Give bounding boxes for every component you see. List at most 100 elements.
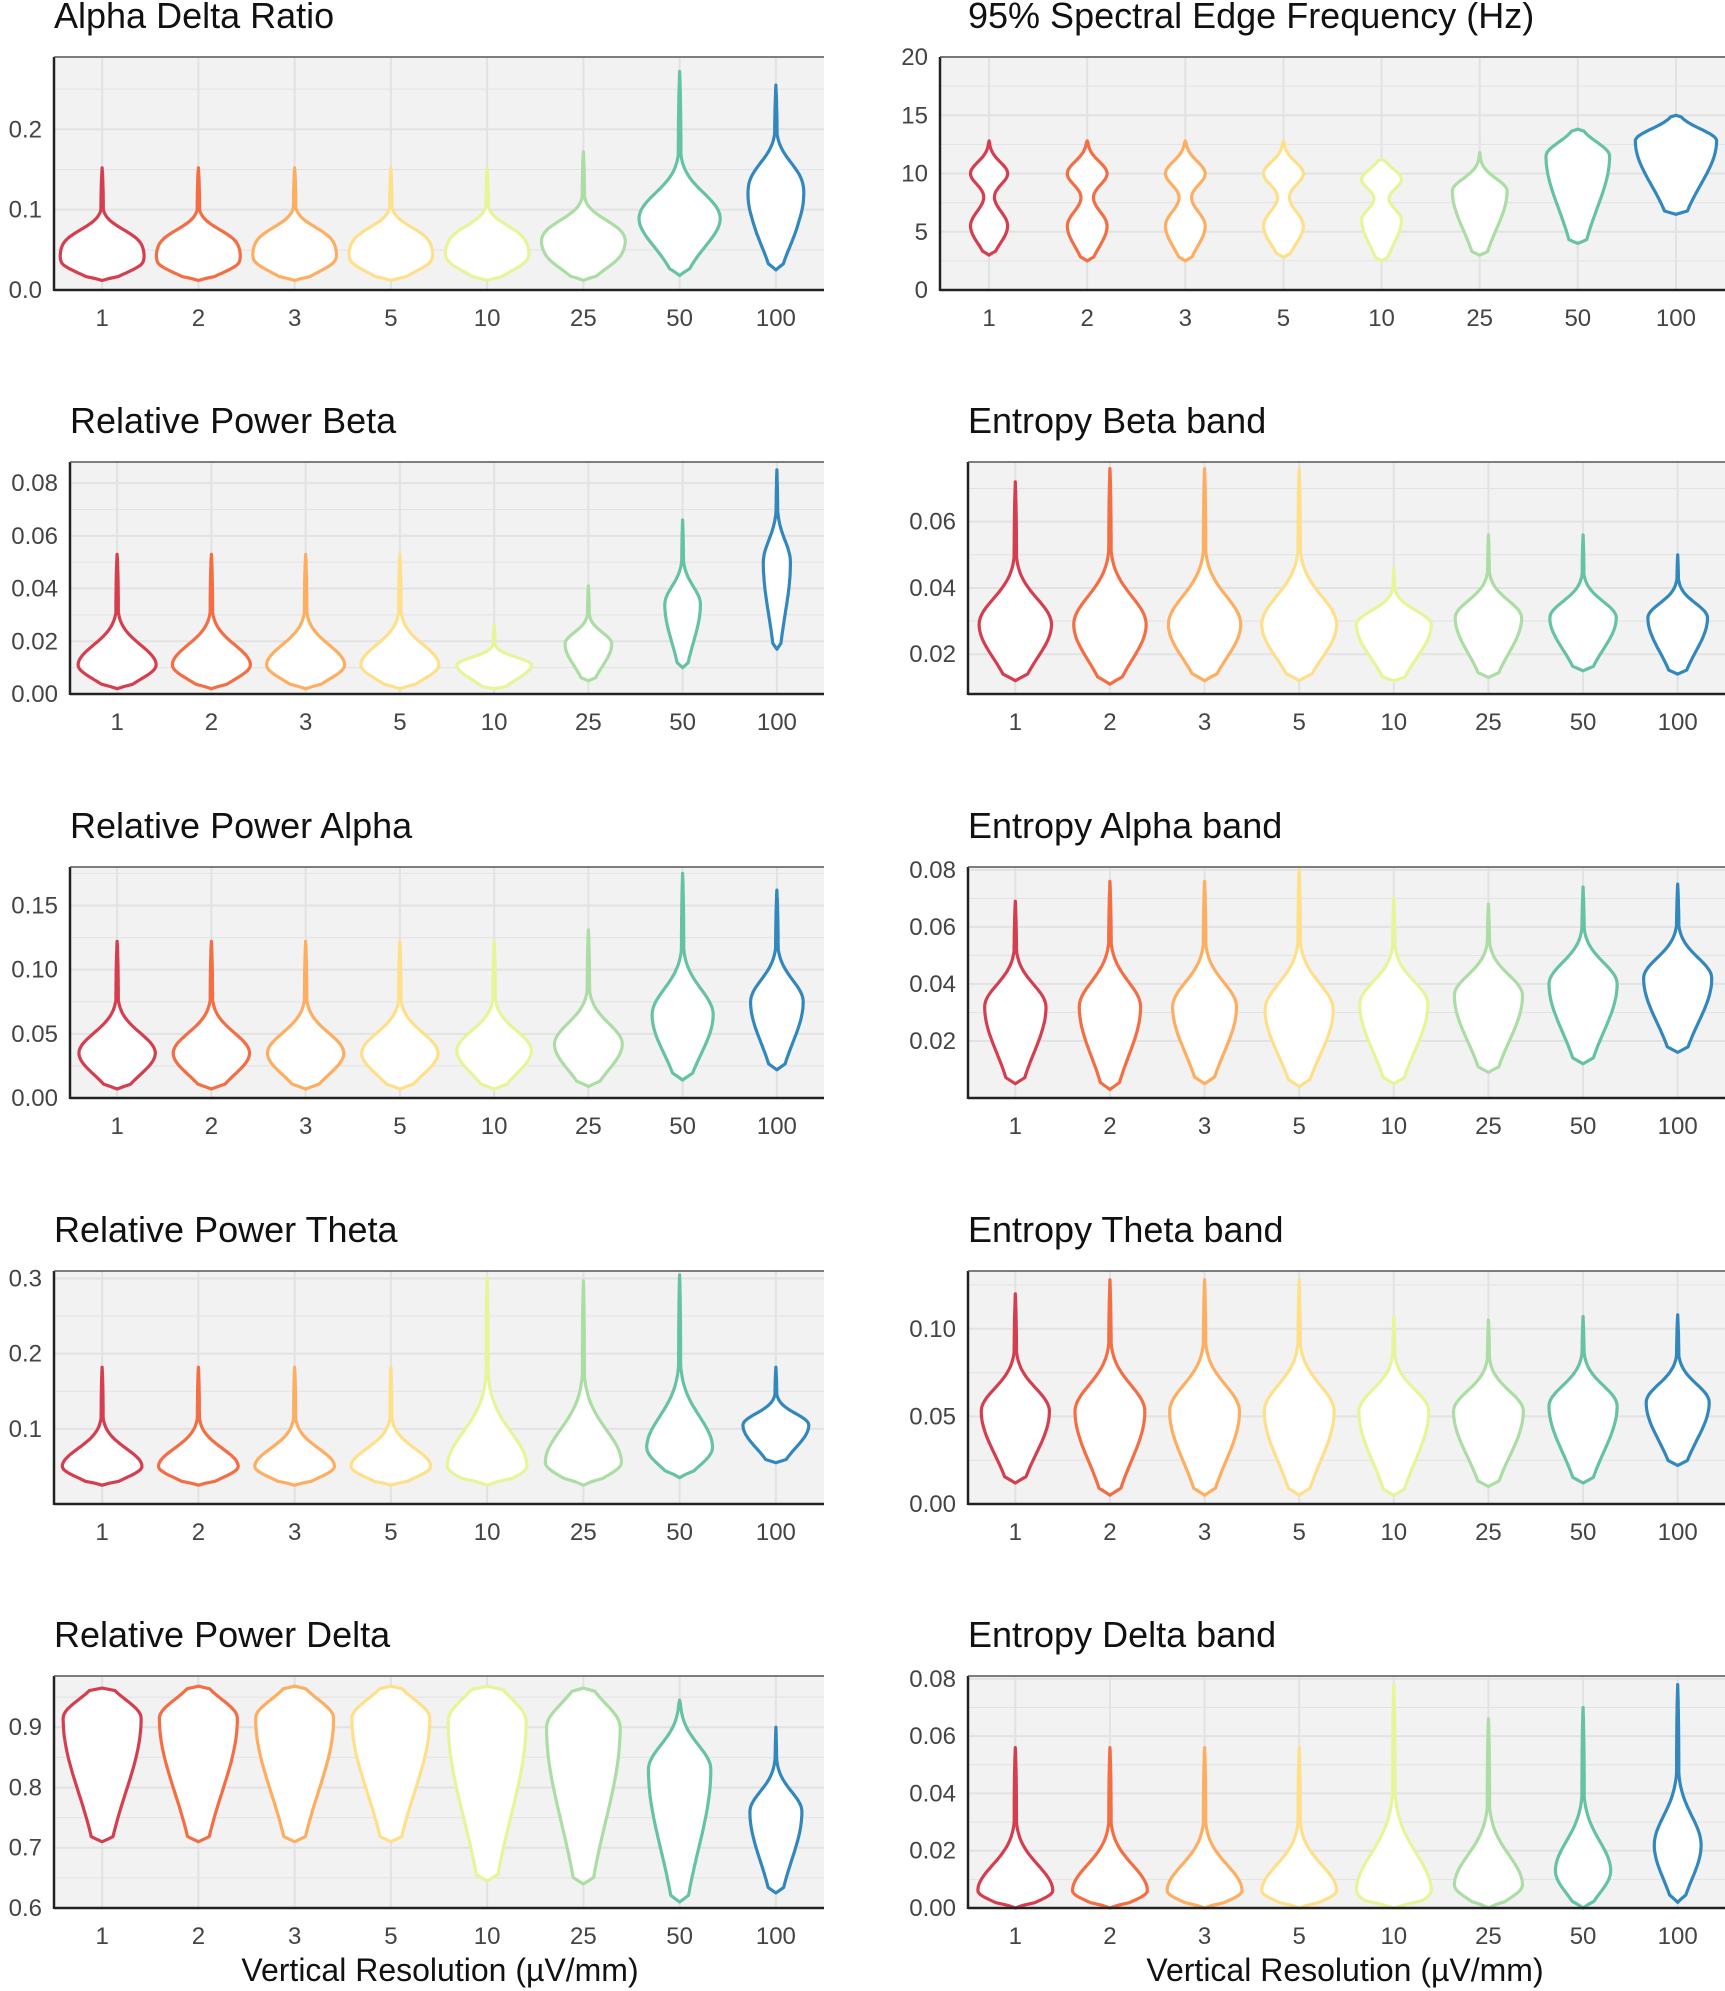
y-tick-label: 0.06 — [909, 509, 956, 536]
violin-25 — [1452, 902, 1525, 1074]
violin-2 — [154, 166, 242, 282]
violin-2 — [171, 939, 252, 1091]
x-tick-label: 25 — [1466, 305, 1493, 332]
x-tick-label: 25 — [1475, 1923, 1502, 1950]
x-tick-label: 10 — [1380, 1519, 1407, 1546]
x-tick-label: 50 — [1570, 1923, 1597, 1950]
x-tick-label: 2 — [1103, 709, 1116, 736]
violin-10 — [1357, 1314, 1431, 1497]
x-tick-label: 100 — [756, 1923, 796, 1950]
panel-7: Relative Power Theta 0.1 0.2 0.3 1 2 3 5 10 25 50 1… — [9, 1209, 824, 1546]
y-tick-label: 0.9 — [9, 1714, 42, 1741]
x-tick-label: 5 — [384, 1519, 397, 1546]
x-tick-label: 2 — [1103, 1519, 1116, 1546]
y-tick-label: 0.02 — [11, 628, 58, 655]
violin-25 — [545, 1686, 622, 1886]
x-tick-label: 3 — [299, 709, 312, 736]
x-tick-label: 25 — [1475, 1519, 1502, 1546]
violin-1 — [977, 480, 1054, 683]
violin-25 — [1450, 150, 1509, 257]
violin-100 — [749, 888, 805, 1072]
violin-3 — [1171, 879, 1239, 1086]
violin-3 — [1168, 1278, 1242, 1497]
y-tick-label: 0.02 — [909, 1838, 956, 1865]
panel-6: Entropy Alpha band 0.02 0.04 0.06 0.08 1 2 3 5 10… — [909, 805, 1725, 1140]
y-tick-label: 0.02 — [909, 641, 956, 668]
violin-100 — [1652, 1683, 1703, 1904]
panel-title: Relative Power Theta — [54, 1209, 398, 1250]
x-tick-label: 10 — [481, 1113, 508, 1140]
x-tick-label: 2 — [1103, 1113, 1116, 1140]
y-tick-label: 0.04 — [909, 971, 956, 998]
x-tick-label: 50 — [1564, 305, 1591, 332]
x-tick-label: 2 — [1103, 1923, 1116, 1950]
panel-title: Entropy Delta band — [968, 1614, 1276, 1655]
violin-100 — [741, 1365, 811, 1465]
violin-3 — [1163, 139, 1207, 263]
y-tick-label: 0.08 — [909, 857, 956, 884]
violin-100 — [761, 468, 792, 651]
x-tick-label: 1 — [110, 1113, 123, 1140]
violin-5 — [1260, 467, 1339, 683]
x-tick-label: 3 — [1198, 1113, 1211, 1140]
x-tick-label: 25 — [570, 305, 597, 332]
y-tick-label: 10 — [901, 161, 928, 188]
x-tick-label: 100 — [1658, 1113, 1698, 1140]
violin-3 — [265, 939, 346, 1091]
x-tick-label: 50 — [666, 1519, 693, 1546]
x-tick-label: 100 — [757, 1113, 797, 1140]
violin-3 — [1166, 467, 1243, 683]
panel-3: Relative Power Beta 0.00 0.02 0.04 0.06 0.08 1… — [11, 400, 824, 736]
x-axis-title-right: Vertical Resolution (µV/mm) — [1146, 1952, 1543, 1988]
violin-10 — [1358, 896, 1430, 1086]
x-tick-label: 50 — [1570, 1113, 1597, 1140]
violin-5 — [1263, 868, 1335, 1089]
panel-1: Alpha Delta Ratio 0.0 0.1 0.2 1 2 3 5 10 25 50 100 — [9, 0, 824, 332]
violin-10 — [1354, 566, 1433, 683]
x-tick-label: 1 — [110, 709, 123, 736]
violin-100 — [748, 1725, 804, 1895]
x-tick-label: 3 — [1179, 305, 1192, 332]
x-tick-label: 3 — [1198, 709, 1211, 736]
y-tick-label: 5 — [915, 219, 928, 246]
panel-title: 95% Spectral Edge Frequency (Hz) — [968, 0, 1534, 36]
y-tick-label: 0.8 — [9, 1774, 42, 1801]
y-tick-label: 0.08 — [909, 1666, 956, 1693]
violin-25 — [1452, 1717, 1524, 1910]
y-tick-label: 0.04 — [909, 575, 956, 602]
x-tick-label: 50 — [669, 709, 696, 736]
violin-25 — [1453, 533, 1524, 679]
violin-2 — [1065, 139, 1109, 263]
violin-1 — [61, 1686, 143, 1844]
panel-8: Entropy Theta band 0.00 0.05 0.10 1 2 3 5 10 25 50… — [909, 1209, 1725, 1546]
x-tick-label: 100 — [1658, 1519, 1698, 1546]
x-tick-label: 2 — [192, 305, 205, 332]
panel-title: Relative Power Delta — [54, 1614, 391, 1655]
panel-title: Relative Power Alpha — [70, 805, 413, 846]
violin-2 — [157, 1684, 239, 1844]
violin-1 — [58, 166, 146, 282]
x-tick-label: 5 — [393, 1113, 406, 1140]
violin-100 — [1642, 882, 1714, 1054]
violin-50 — [646, 1698, 713, 1904]
violin-25 — [1451, 1318, 1525, 1489]
x-tick-label: 5 — [1293, 709, 1306, 736]
violin-10 — [1360, 157, 1404, 263]
x-tick-label: 3 — [1198, 1923, 1211, 1950]
x-tick-label: 10 — [1368, 305, 1395, 332]
violin-50 — [1547, 1314, 1619, 1485]
x-tick-label: 1 — [1009, 709, 1022, 736]
y-tick-label: 15 — [901, 102, 928, 129]
x-tick-label: 3 — [288, 1923, 301, 1950]
violin-5 — [360, 939, 440, 1091]
x-tick-label: 2 — [192, 1519, 205, 1546]
y-tick-label: 0.00 — [11, 1085, 58, 1112]
y-tick-label: 0.05 — [11, 1021, 58, 1048]
violin-1 — [979, 1292, 1051, 1485]
x-tick-label: 5 — [1293, 1519, 1306, 1546]
x-tick-label: 25 — [1475, 1113, 1502, 1140]
x-tick-label: 1 — [1009, 1113, 1022, 1140]
y-tick-label: 0.15 — [11, 893, 58, 920]
y-tick-label: 0.2 — [9, 1341, 42, 1368]
x-tick-label: 5 — [1293, 1923, 1306, 1950]
